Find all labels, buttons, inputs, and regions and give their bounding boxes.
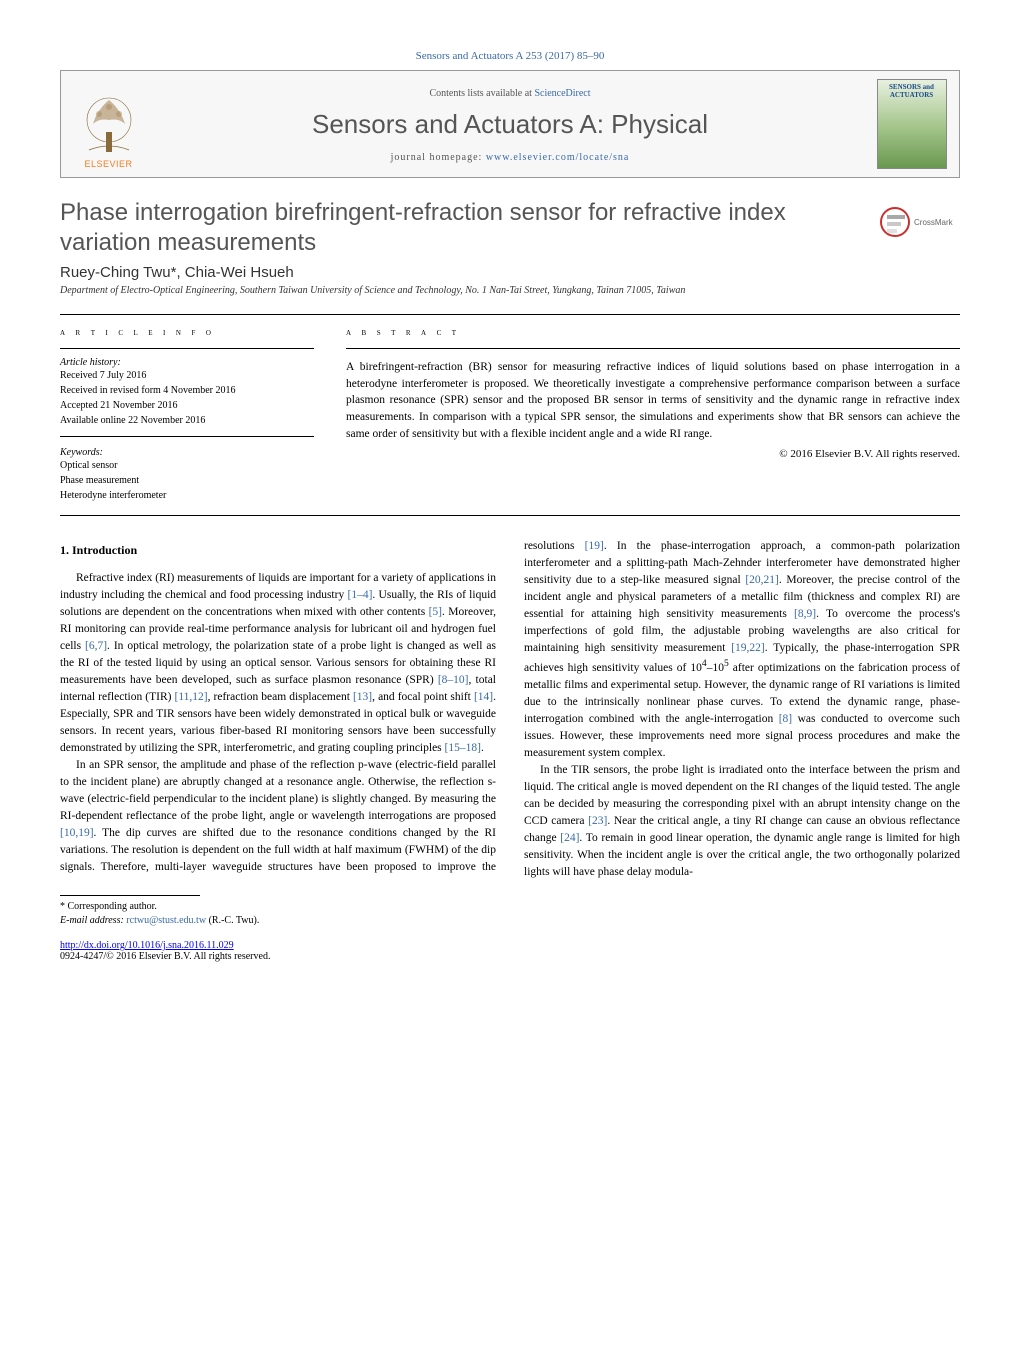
body-columns: 1. Introduction Refractive index (RI) me… xyxy=(60,538,960,881)
article-info-label: a r t i c l e i n f o xyxy=(60,327,314,338)
affiliation: Department of Electro-Optical Engineerin… xyxy=(60,285,960,296)
footnote-block: * Corresponding author. E-mail address: … xyxy=(60,900,960,928)
cite-10-19[interactable]: [10,19] xyxy=(60,827,94,839)
article-info: a r t i c l e i n f o Article history: R… xyxy=(60,315,330,515)
cite-8[interactable]: [8] xyxy=(779,713,792,725)
cite-1-4[interactable]: [1–4] xyxy=(347,589,372,601)
history-revised: Received in revised form 4 November 2016 xyxy=(60,383,314,398)
email-suffix: (R.-C. Twu). xyxy=(206,915,259,926)
p1i: . xyxy=(481,742,484,754)
cite-19-22[interactable]: [19,22] xyxy=(731,642,765,654)
cite-13[interactable]: [13] xyxy=(353,691,372,703)
header-center: Contents lists available at ScienceDirec… xyxy=(156,71,864,177)
publisher-logo-area: ELSEVIER xyxy=(61,71,156,177)
history-received: Received 7 July 2016 xyxy=(60,368,314,383)
info-rule-1 xyxy=(60,348,314,349)
journal-reference: Sensors and Actuators A 253 (2017) 85–90 xyxy=(60,50,960,62)
title-row: Phase interrogation birefringent-refract… xyxy=(60,198,960,258)
email-link[interactable]: rctwu@stust.edu.tw xyxy=(126,915,206,926)
paragraph-1: Refractive index (RI) measurements of li… xyxy=(60,570,496,757)
homepage-prefix: journal homepage: xyxy=(391,152,486,163)
elsevier-tree-icon xyxy=(79,92,139,157)
journal-header-box: ELSEVIER Contents lists available at Sci… xyxy=(60,70,960,178)
section-1-heading: 1. Introduction xyxy=(60,542,496,560)
history-accepted: Accepted 21 November 2016 xyxy=(60,398,314,413)
paragraph-4: In the TIR sensors, the probe light is i… xyxy=(524,762,960,881)
keyword-3: Heterodyne interferometer xyxy=(60,488,314,503)
journal-cover-area: SENSORS and ACTUATORS xyxy=(864,71,959,177)
issn-copyright-line: 0924-4247/© 2016 Elsevier B.V. All right… xyxy=(60,951,960,962)
doi-link[interactable]: http://dx.doi.org/10.1016/j.sna.2016.11.… xyxy=(60,940,234,951)
journal-cover-thumbnail: SENSORS and ACTUATORS xyxy=(877,79,947,169)
p3f: –10 xyxy=(707,662,724,674)
journal-cover-label: SENSORS and ACTUATORS xyxy=(882,84,942,99)
p4c: . To remain in good linear operation, th… xyxy=(524,832,960,878)
abstract-text: A birefringent-refraction (BR) sensor fo… xyxy=(346,348,960,442)
history-label: Article history: xyxy=(60,357,314,368)
abstract-block: a b s t r a c t A birefringent-refractio… xyxy=(330,315,960,515)
keywords-label: Keywords: xyxy=(60,447,314,458)
p1g: , and focal point shift xyxy=(372,691,474,703)
cite-8-10[interactable]: [8–10] xyxy=(438,674,469,686)
contents-prefix: Contents lists available at xyxy=(429,88,534,99)
cite-14[interactable]: [14] xyxy=(474,691,493,703)
crossmark-label: CrossMark xyxy=(914,218,953,227)
cite-23[interactable]: [23] xyxy=(588,815,607,827)
homepage-link[interactable]: www.elsevier.com/locate/sna xyxy=(486,152,630,163)
crossmark-badge[interactable]: CrossMark xyxy=(880,204,960,240)
sciencedirect-link[interactable]: ScienceDirect xyxy=(534,88,590,99)
cite-20-21[interactable]: [20,21] xyxy=(745,574,779,586)
elsevier-logo: ELSEVIER xyxy=(69,79,148,169)
cite-11-12[interactable]: [11,12] xyxy=(175,691,208,703)
crossmark-icon xyxy=(880,207,910,237)
cite-15-18[interactable]: [15–18] xyxy=(445,742,481,754)
email-label: E-mail address: xyxy=(60,915,126,926)
cite-24[interactable]: [24] xyxy=(560,832,579,844)
cite-6-7[interactable]: [6,7] xyxy=(85,640,107,652)
abstract-label: a b s t r a c t xyxy=(346,327,960,338)
author-1: Ruey-Ching Twu xyxy=(60,264,171,281)
cite-5[interactable]: [5] xyxy=(429,606,442,618)
contents-lists-line: Contents lists available at ScienceDirec… xyxy=(156,88,864,99)
cite-8-9[interactable]: [8,9] xyxy=(794,608,816,620)
history-online: Available online 22 November 2016 xyxy=(60,413,314,428)
doi-block: http://dx.doi.org/10.1016/j.sna.2016.11.… xyxy=(60,940,960,962)
corresponding-author-note: * Corresponding author. xyxy=(60,900,960,914)
p2a: In an SPR sensor, the amplitude and phas… xyxy=(60,759,496,822)
publisher-name: ELSEVIER xyxy=(84,159,132,169)
paper-title: Phase interrogation birefringent-refract… xyxy=(60,198,860,258)
journal-homepage-line: journal homepage: www.elsevier.com/locat… xyxy=(156,152,864,163)
keyword-1: Optical sensor xyxy=(60,458,314,473)
cite-19[interactable]: [19] xyxy=(585,540,604,552)
info-abstract-block: a r t i c l e i n f o Article history: R… xyxy=(60,314,960,516)
p2b: . The dip curves are shifted due to the … xyxy=(94,827,465,839)
p1d: . In optical metrology, the polarization… xyxy=(60,640,496,686)
journal-title: Sensors and Actuators A: Physical xyxy=(156,109,864,140)
footnote-separator xyxy=(60,895,200,896)
authors-line: Ruey-Ching Twu*, Chia-Wei Hsueh xyxy=(60,264,960,281)
author-2: , Chia-Wei Hsueh xyxy=(176,264,293,281)
keyword-2: Phase measurement xyxy=(60,473,314,488)
abstract-copyright: © 2016 Elsevier B.V. All rights reserved… xyxy=(346,448,960,460)
info-rule-2 xyxy=(60,436,314,437)
email-line: E-mail address: rctwu@stust.edu.tw (R.-C… xyxy=(60,914,960,928)
p1f: , refraction beam displacement xyxy=(208,691,353,703)
